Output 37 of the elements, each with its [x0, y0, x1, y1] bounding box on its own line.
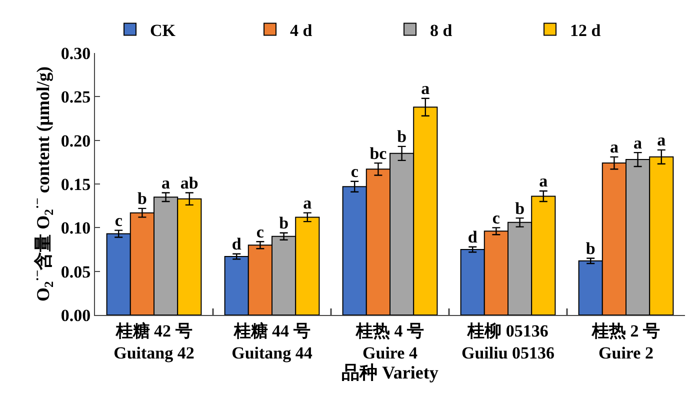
data-label: a	[303, 194, 312, 213]
data-label: c	[256, 222, 264, 242]
data-label: b	[586, 238, 596, 258]
legend-label: CK	[150, 20, 176, 40]
data-label: bc	[370, 144, 388, 163]
data-label: b	[279, 214, 289, 233]
y-tick-label: 0.10	[60, 218, 91, 238]
data-label: a	[421, 79, 430, 98]
x-tick-label: 桂热 4 号 Guire 4	[355, 321, 424, 362]
legend-label: 12 d	[570, 20, 602, 40]
y-tick-label: 0.25	[60, 88, 91, 107]
x-tick-label: 桂糖 44 号 Guitang 44	[232, 321, 313, 362]
data-label: d	[232, 234, 242, 254]
data-label: c	[114, 211, 123, 230]
x-tick-label: 桂柳 05136 Guiliu 05136	[461, 321, 555, 362]
y-tick-label: 0.00	[60, 306, 91, 325]
y-tick-label: 0.20	[60, 131, 91, 150]
data-label: d	[468, 228, 478, 247]
data-label: c	[492, 208, 500, 228]
x-tick-label: 桂糖 42 号 Guitang 42	[114, 321, 194, 362]
data-label: a	[610, 138, 619, 157]
x-axis-title: 品种 Variety	[342, 362, 438, 383]
y-tick-label: 0.15	[60, 174, 91, 194]
data-label: b	[515, 198, 525, 218]
legend-label: 4 d	[290, 20, 313, 40]
data-label: a	[539, 172, 548, 191]
data-label: a	[162, 173, 171, 192]
x-tick-label: 桂热 2 号 Guire 2	[591, 321, 660, 362]
data-label: b	[137, 189, 147, 208]
data-label: a	[634, 133, 643, 152]
data-label: a	[657, 130, 666, 150]
data-label: ab	[180, 173, 198, 192]
y-tick-label: 0.05	[60, 262, 91, 282]
y-tick-label: 0.30	[60, 44, 91, 63]
legend-label: 8 d	[430, 20, 453, 40]
data-label: c	[350, 162, 359, 182]
data-label: b	[397, 127, 407, 146]
